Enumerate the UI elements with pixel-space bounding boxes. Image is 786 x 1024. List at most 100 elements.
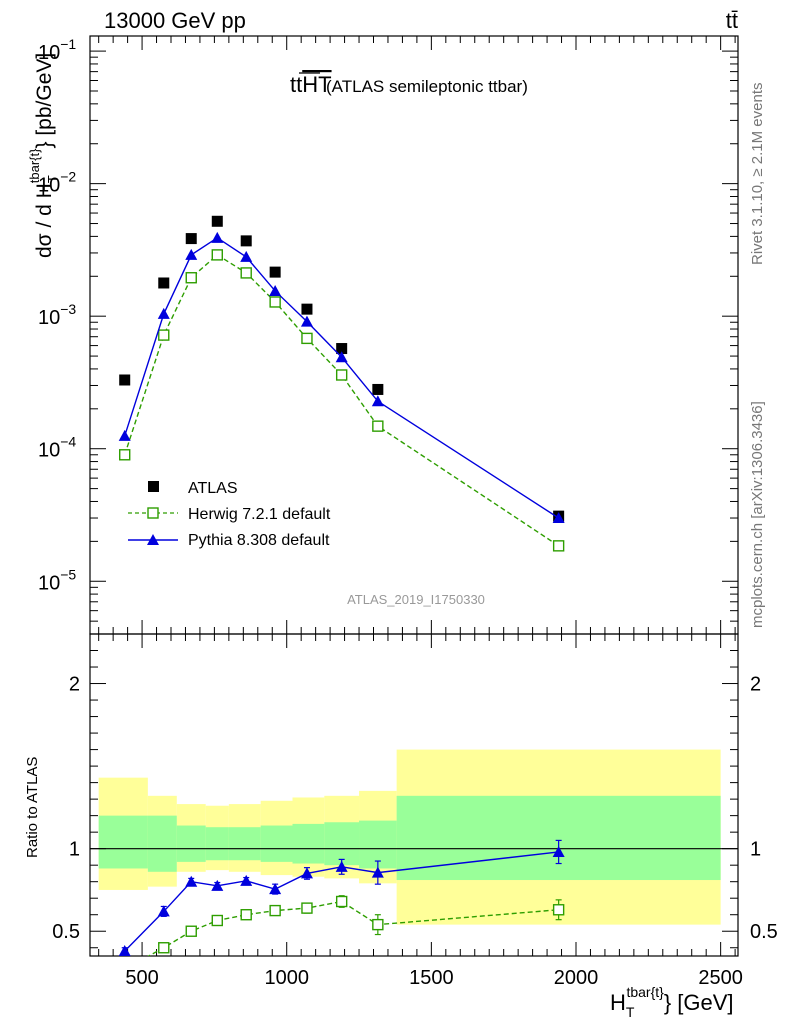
data-point-herwig bbox=[335, 895, 348, 908]
ratio-line bbox=[124, 851, 559, 952]
ratio-y-axis-label: Ratio to ATLAS bbox=[24, 757, 41, 858]
series-line bbox=[124, 237, 560, 519]
data-point-herwig bbox=[211, 914, 223, 927]
legend: ATLAS Herwig 7.2.1 default Pythia 8.308 … bbox=[128, 480, 331, 549]
ratio-band-inner bbox=[98, 815, 148, 869]
data-point-pythia bbox=[335, 860, 348, 872]
main-y-axis-label-pre: dσ / d H bbox=[33, 183, 56, 258]
data-point-herwig bbox=[552, 540, 565, 552]
x-tick-label: 1500 bbox=[409, 967, 454, 989]
x-axis-label-pre: H bbox=[610, 990, 626, 1015]
data-point-pythia bbox=[371, 395, 384, 407]
data-point-pythia bbox=[211, 231, 224, 243]
data-point-atlas bbox=[336, 343, 348, 355]
ratio-band-inner bbox=[260, 825, 293, 862]
data-point-herwig bbox=[301, 902, 313, 914]
data-point-pythia bbox=[552, 512, 565, 524]
main-y-axis-label: dσ / d HTtbar{t}} [pb/GeV] bbox=[27, 53, 60, 258]
data-point-pythia bbox=[269, 284, 282, 296]
data-point-pythia bbox=[118, 945, 131, 956]
data-point-herwig bbox=[185, 925, 197, 937]
x-tick-label: 1000 bbox=[264, 967, 309, 989]
data-point-pythia bbox=[269, 883, 282, 895]
legend-label-pythia: Pythia 8.308 default bbox=[188, 532, 330, 549]
y-tick-label: 10−3 bbox=[38, 301, 76, 329]
chart-marks: 500 1000 1500 2000 2500 10−5 10−4 10−3 10−2 10−1 0… bbox=[38, 36, 778, 989]
ratio-y-tick-label-right: 2 bbox=[750, 674, 761, 696]
legend-marker-herwig bbox=[147, 507, 159, 519]
data-point-pythia bbox=[300, 315, 313, 327]
data-point-atlas bbox=[185, 233, 197, 245]
data-point-atlas bbox=[301, 303, 313, 315]
plot-title-main: tt bbox=[290, 72, 302, 97]
ratio-band-inner bbox=[324, 822, 360, 866]
data-point-pythia bbox=[552, 845, 565, 857]
data-point-herwig bbox=[240, 909, 252, 921]
legend-marker-pythia bbox=[147, 534, 159, 545]
data-point-herwig bbox=[211, 249, 223, 261]
x-tick-label: 2500 bbox=[698, 967, 743, 989]
x-tick-label: 500 bbox=[125, 967, 158, 989]
plot-title-over: HT bbox=[302, 72, 331, 97]
data-point-pythia bbox=[335, 351, 348, 363]
data-point-pythia bbox=[300, 867, 313, 879]
main-series bbox=[118, 215, 565, 552]
data-point-pythia bbox=[157, 307, 170, 319]
x-axis-label-sup: tbar{t} bbox=[626, 984, 664, 1000]
ratio-series bbox=[118, 839, 565, 956]
data-point-herwig bbox=[158, 329, 170, 341]
analysis-id-watermark: ATLAS_2019_I1750330 bbox=[347, 592, 485, 607]
y-tick-label: 10−5 bbox=[38, 566, 76, 594]
data-point-atlas bbox=[240, 235, 252, 247]
x-axis-label: HTtbar{t}} [GeV] bbox=[610, 984, 734, 1020]
y-tick-label: 10−4 bbox=[38, 434, 76, 462]
ratio-band-inner bbox=[176, 825, 206, 862]
data-point-herwig bbox=[185, 272, 197, 284]
data-point-pythia bbox=[240, 250, 253, 262]
data-point-herwig bbox=[269, 296, 281, 308]
ratio-y-tick-label: 2 bbox=[69, 674, 80, 696]
ratio-band-inner bbox=[147, 815, 177, 872]
main-y-axis-label-post: } [pb/GeV] bbox=[33, 53, 56, 149]
data-point-pythia bbox=[211, 879, 224, 891]
series-line bbox=[124, 254, 560, 547]
x-tick-label: 2000 bbox=[554, 967, 599, 989]
x-axis-label-post: } [GeV] bbox=[664, 990, 734, 1015]
y-tick-label: 10−1 bbox=[38, 36, 76, 64]
mcplots-info-label: mcplots.cern.ch [arXiv:1306.3436] bbox=[749, 401, 766, 628]
data-point-herwig bbox=[372, 918, 384, 931]
ratio-line bbox=[147, 900, 559, 956]
data-point-atlas bbox=[158, 277, 170, 289]
data-point-herwig bbox=[269, 904, 281, 917]
legend-marker-atlas bbox=[148, 481, 159, 492]
ratio-y-tick-label: 0.5 bbox=[52, 921, 80, 943]
data-point-pythia bbox=[118, 429, 131, 441]
ratio-band-inner bbox=[396, 795, 721, 881]
ratio-band-inner bbox=[228, 827, 261, 861]
collision-energy-label: 13000 GeV pp bbox=[104, 8, 246, 33]
data-point-atlas bbox=[269, 266, 281, 278]
data-point-atlas bbox=[372, 383, 384, 395]
y-tick-label: 10−2 bbox=[38, 169, 76, 197]
ratio-y-tick-label: 1 bbox=[69, 839, 80, 861]
main-y-axis-label-sub: T bbox=[45, 175, 60, 183]
rivet-info-label: Rivet 3.1.10, ≥ 2.1M events bbox=[749, 83, 766, 266]
data-point-herwig bbox=[119, 449, 131, 461]
data-point-herwig bbox=[335, 369, 348, 381]
plot-title: ttHT bbox=[290, 72, 332, 97]
data-point-herwig bbox=[301, 332, 313, 345]
data-point-pythia bbox=[185, 875, 198, 887]
data-point-herwig bbox=[158, 942, 170, 954]
data-point-atlas bbox=[119, 374, 131, 386]
data-point-herwig bbox=[552, 904, 565, 916]
legend-label-herwig: Herwig 7.2.1 default bbox=[188, 506, 331, 523]
data-point-pythia bbox=[157, 905, 170, 917]
data-point-pythia bbox=[371, 866, 384, 878]
x-axis-label-sub: T bbox=[626, 1004, 635, 1020]
plot-subtitle: (ATLAS semileptonic ttbar) bbox=[326, 77, 528, 96]
ratio-band-inner bbox=[205, 827, 229, 861]
main-y-axis-label-sup: tbar{t} bbox=[27, 148, 42, 183]
ratio-y-tick-label-right: 1 bbox=[750, 839, 761, 861]
data-point-atlas bbox=[211, 215, 223, 227]
